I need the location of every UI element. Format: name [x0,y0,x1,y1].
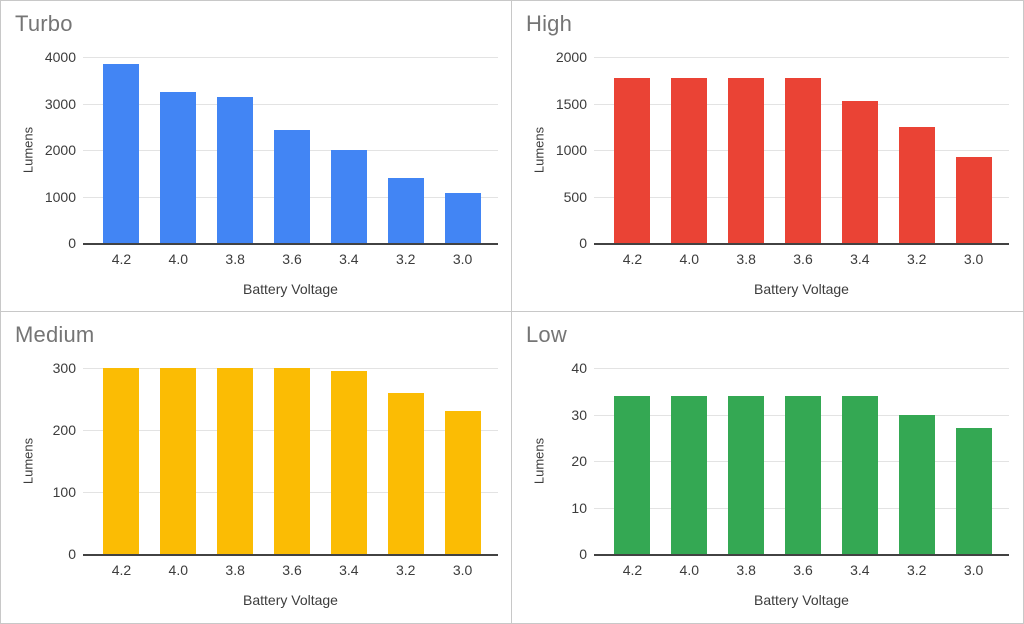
gridline [594,368,1009,369]
bar [785,395,821,554]
bar [103,63,140,243]
x-tick-label: 3.2 [395,251,416,267]
chart-title: Medium [15,322,95,347]
x-axis-line [83,243,498,245]
bar [330,371,367,554]
bar [444,411,481,554]
bar [841,395,878,554]
x-tick-label: 4.2 [111,251,132,267]
bar [898,414,935,554]
x-tick-label: 3.0 [963,562,984,578]
x-tick-label: 3.4 [339,562,359,578]
x-axis-line [83,554,498,556]
y-tick-label: 0 [579,235,587,251]
x-tick-label: 3.8 [225,251,245,267]
x-tick-label: 4.2 [622,562,643,578]
bar [614,395,651,554]
y-tick-label: 30 [571,406,587,423]
x-axis-title: Battery Voltage [754,592,849,608]
y-tick-label: 200 [52,422,76,438]
chart-panel-medium: Medium Lumens Battery Voltage 0 100 200 300… [1,312,512,623]
x-tick-label: 3.8 [736,562,756,578]
x-tick-label: 4.2 [111,562,132,578]
x-axis-line [594,554,1009,556]
y-tick-label: 0 [68,546,76,562]
y-tick-label: 2000 [555,49,587,65]
x-tick-label: 3.2 [906,562,927,578]
bar [898,126,935,243]
gridline [83,57,498,58]
x-tick-label: 3.8 [736,251,756,267]
y-tick-label: 0 [579,546,587,562]
x-tick-label: 3.6 [282,251,302,267]
y-tick-label: 3000 [44,95,76,112]
y-tick-label: 100 [52,484,76,500]
y-tick-label: 1000 [555,142,587,158]
bar [444,192,481,243]
x-tick-label: 4.0 [679,251,700,267]
x-tick-label: 3.0 [963,251,984,267]
x-tick-label: 4.0 [168,562,189,578]
x-tick-label: 3.2 [906,251,927,267]
x-tick-label: 3.0 [452,562,473,578]
y-tick-label: 20 [571,453,587,469]
bar [160,368,197,554]
y-tick-label: 500 [563,188,587,205]
bar [614,78,651,243]
chart-panel-high: High Lumens Battery Voltage 0 500 1000 1500… [512,1,1023,312]
bar [955,156,992,243]
bar [841,100,878,243]
x-axis-title: Battery Voltage [243,592,338,608]
gridline [83,103,498,105]
x-tick-label: 3.8 [225,562,245,578]
x-tick-label: 3.4 [850,251,870,267]
bar [728,395,765,554]
y-tick-label: 10 [571,499,587,516]
bar [217,368,254,554]
y-tick-label: 40 [571,360,587,376]
bar [103,368,140,554]
chart-title: Low [526,322,567,347]
y-tick-label: 0 [68,235,76,251]
bar [955,428,992,554]
x-axis-title: Battery Voltage [754,281,849,297]
y-tick-label: 300 [52,360,76,376]
x-axis-line [594,243,1009,245]
x-tick-label: 4.0 [168,251,189,267]
y-tick-label: 2000 [44,142,76,158]
bar [330,150,367,243]
x-tick-label: 3.0 [452,251,473,267]
y-axis-title: Lumens [20,437,36,485]
bar [217,96,254,243]
chart-panel-turbo: Turbo Lumens Battery Voltage 0 1000 2000 30… [1,1,512,312]
x-tick-label: 3.6 [793,562,813,578]
bar [274,368,310,554]
bar [160,91,197,243]
x-tick-label: 3.6 [282,562,302,578]
x-tick-label: 3.4 [339,251,359,267]
y-tick-label: 4000 [44,49,76,65]
x-tick-label: 4.0 [679,562,700,578]
chart-panel-low: Low Lumens Battery Voltage 0 10 20 30 40 4.2 4… [512,312,1023,623]
chart-title: Turbo [15,11,73,36]
bar [387,178,424,243]
x-tick-label: 3.4 [850,562,870,578]
x-tick-label: 3.2 [395,562,416,578]
chart-title: High [526,11,573,36]
y-tick-label: 1500 [555,95,587,112]
x-tick-label: 4.2 [622,251,643,267]
bar [274,130,310,243]
x-axis-title: Battery Voltage [243,281,338,297]
bar [785,78,821,243]
bar [387,392,424,554]
y-tick-label: 1000 [44,188,76,205]
x-tick-label: 3.6 [793,251,813,267]
bar [728,78,765,243]
bar [671,78,708,243]
gridline [594,57,1009,58]
bar [671,395,708,554]
